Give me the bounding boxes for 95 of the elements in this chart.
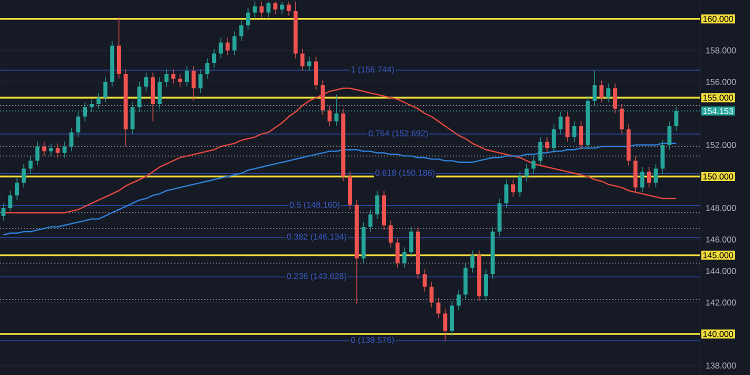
candlestick [184,66,189,88]
y-tick-label: 152.000 [706,142,736,148]
candlestick [164,68,169,88]
candlestick [42,141,46,156]
candlestick [402,247,406,268]
candlestick [484,269,488,302]
candlestick [654,164,658,188]
candlestick [430,282,434,308]
y-tick-label: 142.000 [706,300,736,306]
ref-line-label: 160.000 [703,16,734,22]
candlestick [69,127,74,152]
candlestick [158,76,162,110]
candlestick [226,37,230,56]
candlestick [613,83,618,114]
candlestick [518,171,522,198]
candlestick [232,31,237,56]
candlestick [239,20,244,42]
candlestick [35,141,40,166]
candlestick [260,1,264,18]
candlestick [443,308,448,341]
candlestick [599,80,604,103]
candlestick [144,72,148,92]
candlestick [558,112,563,134]
y-tick-label: 138.000 [706,362,736,369]
candlestick [572,120,576,142]
candlestick [545,136,550,154]
candlestick [334,94,338,126]
candlestick [280,1,284,15]
candlestick [524,164,529,182]
candlestick [314,56,318,90]
candlestick [592,70,597,106]
candlestick [28,156,33,174]
candlestick [178,74,182,88]
candlestick [192,66,196,102]
candlestick [660,140,665,174]
candlestick [56,143,60,158]
candlestick [205,58,210,80]
candlestick [8,190,12,212]
candlestick [375,190,380,220]
candlestick [1,202,6,221]
candlestick [388,220,393,248]
annotation: 0 (139.576) [351,336,394,345]
candlestick [511,179,516,198]
candlestick [436,297,440,319]
y-tick-label: 148.000 [706,204,736,211]
candlestick [456,290,461,311]
candlestick [396,238,400,268]
ref-line-label: 150.000 [703,173,734,180]
candlestick [565,112,570,142]
candlestick [212,48,216,68]
candlestick [96,92,101,110]
candlestick [266,1,270,18]
candlestick [646,166,652,188]
annotation: 0.382 (146.134) [287,233,346,242]
candlestick [368,209,372,232]
candlestick [273,1,278,15]
candlestick [300,48,304,72]
candlestick [48,143,54,156]
candlestick [579,120,584,150]
y-tick-label: 144.000 [706,268,736,274]
candlestick [103,76,108,103]
candlestick [218,37,223,59]
candlestick [504,179,508,208]
candlestick [252,1,257,18]
annotation: 1 (156.744) [351,66,394,74]
annotation: 0.618 (150.186) [375,170,435,178]
candlestick [22,164,26,188]
candlestick [328,105,332,126]
annotation: 0.5 (148.160) [290,202,340,210]
ref-line-label: 155.000 [703,94,734,101]
candlestick [286,1,291,16]
candlestick [552,124,556,154]
candlestick [531,156,536,174]
candlestick [620,104,624,134]
candlestick [409,226,414,258]
candlestick [198,68,203,94]
candlestick [422,269,427,292]
candlestick [606,83,610,103]
candlestick [538,136,542,166]
y-tick-label: 146.000 [706,236,736,242]
ref-line-label: 140.000 [703,331,734,338]
candlestick [171,68,176,84]
candlestick [246,8,250,30]
candlestick [307,56,312,72]
annotation: 0.764 (152.692) [368,130,428,138]
annotation: 0.236 (143.628) [287,272,346,281]
ref-line-label: 154.153 [703,108,734,114]
candlestick [14,178,20,200]
candlestick [470,250,474,273]
ref-line-label: 145.000 [703,252,734,258]
y-tick-label: 158.000 [706,47,736,54]
y-tick-label: 156.000 [706,78,736,85]
candlestick [62,141,67,158]
candlestick [640,166,644,193]
candlestick [667,120,672,150]
